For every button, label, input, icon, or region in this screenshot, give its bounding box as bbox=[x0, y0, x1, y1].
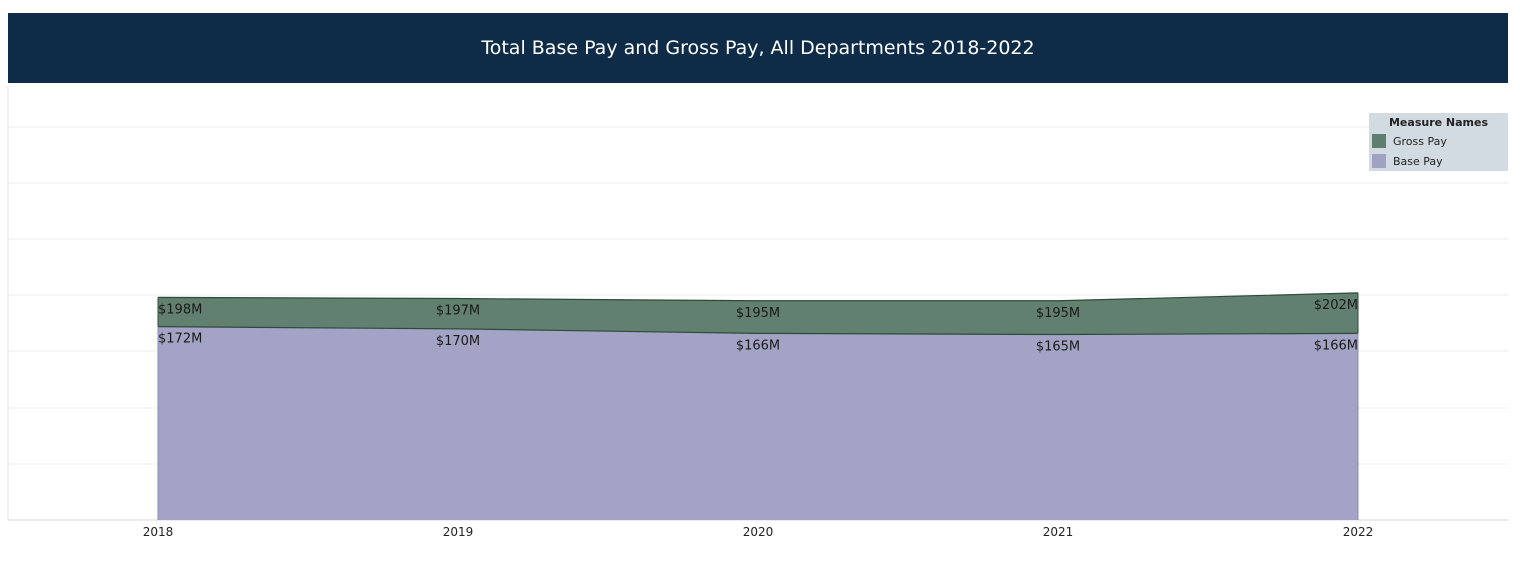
chart-title-bar: Total Base Pay and Gross Pay, All Depart… bbox=[8, 13, 1508, 83]
x-tick-label-2019: 2019 bbox=[443, 525, 474, 539]
area-base-pay bbox=[158, 326, 1358, 520]
x-axis-ticks: 2018 2019 2020 2021 2022 bbox=[143, 525, 1374, 539]
x-tick-label-2020: 2020 bbox=[743, 525, 774, 539]
data-label-gross-pay-2019: $197M bbox=[436, 304, 480, 319]
legend-label-gross-pay: Gross Pay bbox=[1393, 134, 1447, 148]
data-label-gross-pay-2020: $195M bbox=[736, 306, 780, 321]
line-gross-pay bbox=[157, 292, 1359, 302]
legend-item-base-pay[interactable]: Base Pay bbox=[1369, 151, 1508, 171]
data-label-gross-pay-2021: $195M bbox=[1036, 306, 1080, 321]
x-tick-label-2021: 2021 bbox=[1043, 525, 1074, 539]
data-label-gross-pay-2018: $198M bbox=[158, 302, 202, 317]
x-tick-label-2022: 2022 bbox=[1343, 525, 1374, 539]
data-label-base-pay-2022: $166M bbox=[1314, 338, 1358, 353]
legend-label-base-pay: Base Pay bbox=[1393, 154, 1443, 168]
x-tick-label-2018: 2018 bbox=[143, 525, 174, 539]
legend-swatch-base-pay bbox=[1372, 154, 1386, 168]
legend-title: Measure Names bbox=[1388, 116, 1489, 129]
legend-item-gross-pay[interactable]: Gross Pay bbox=[1369, 131, 1508, 151]
data-label-gross-pay-2022: $202M bbox=[1314, 298, 1358, 313]
data-label-base-pay-2018: $172M bbox=[158, 332, 202, 347]
chart-areas bbox=[157, 292, 1359, 520]
line-base-pay bbox=[157, 326, 1359, 336]
data-label-base-pay-2020: $166M bbox=[736, 338, 780, 353]
legend-swatch-gross-pay bbox=[1372, 134, 1386, 148]
data-label-base-pay-2019: $170M bbox=[436, 334, 480, 349]
data-labels: $198M $197M $195M $195M $202M $172M $170M $166M… bbox=[158, 298, 1358, 355]
data-label-base-pay-2021: $165M bbox=[1036, 340, 1080, 355]
legend: Measure Names Gross Pay Base Pay bbox=[1369, 113, 1508, 171]
chart-title: Total Base Pay and Gross Pay, All Depart… bbox=[481, 37, 1035, 59]
